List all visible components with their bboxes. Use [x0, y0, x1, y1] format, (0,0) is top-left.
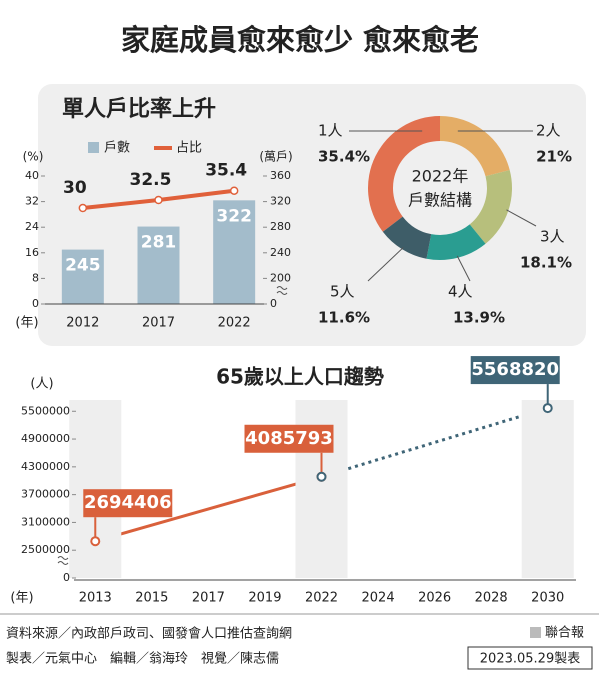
y-tick-label: 0 — [32, 297, 39, 310]
footer-source: 資料來源／內政部戶政司、國發會人口推估查詢網 — [6, 626, 292, 642]
x-tick-label: 2017 — [192, 591, 225, 606]
slice-value: 18.1% — [520, 254, 572, 272]
line-point — [316, 471, 327, 482]
y2-axis-label: (萬戶) — [259, 150, 292, 164]
center-label: 戶數結構 — [408, 191, 472, 210]
y-tick-label: 2500000 — [21, 543, 70, 556]
bar — [213, 200, 256, 304]
y-tick-label: 32 — [25, 195, 39, 208]
value-label-box — [470, 356, 560, 385]
highlight-band — [521, 400, 574, 578]
legend-label: 戶數 — [104, 141, 130, 156]
value-label: 2694406 — [84, 492, 172, 513]
axis-break — [57, 561, 69, 565]
leader-line — [506, 209, 537, 227]
main-title: 家庭成員愈來愈少 愈來愈老 — [121, 23, 479, 57]
y-tick-label: 3100000 — [21, 515, 70, 528]
y-tick-label: 16 — [25, 246, 39, 259]
slice-value: 35.4% — [318, 148, 370, 166]
center-label: 2022年 — [412, 167, 469, 186]
line-label: 30 — [63, 178, 87, 198]
line-point — [542, 403, 553, 414]
donut-slice — [469, 170, 512, 244]
slice-category: 5人 — [330, 283, 355, 301]
x-tick-label: 2024 — [362, 591, 395, 606]
line-label: 35.4 — [205, 161, 247, 181]
slice-category: 3人 — [540, 228, 565, 246]
y-axis-label: (%) — [23, 150, 44, 164]
y2-tick-label: 280 — [270, 220, 291, 233]
leader-line — [367, 247, 404, 282]
y-tick-label: 4300000 — [21, 460, 70, 473]
donut-slice — [426, 224, 486, 260]
date-box — [467, 646, 593, 670]
y-tick-label: 24 — [25, 220, 39, 233]
x-tick-label: 2017 — [142, 316, 175, 331]
slice-category: 1人 — [318, 122, 343, 140]
x-tick-label: 2026 — [418, 591, 451, 606]
line — [321, 406, 549, 479]
axis-break — [276, 291, 288, 295]
chart-title: 65歲以上人口趨勢 — [216, 365, 384, 389]
y-axis-label: (人) — [30, 377, 53, 392]
x-tick-label: 2022 — [305, 591, 338, 606]
line-label: 32.5 — [130, 170, 172, 190]
y-tick-label: 0 — [63, 571, 70, 584]
leader-line — [456, 255, 471, 282]
bar-label: 322 — [216, 206, 252, 226]
x-tick-label: 2030 — [531, 591, 564, 606]
line-point — [78, 203, 88, 213]
line-point — [229, 186, 239, 195]
y-tick-label: 3700000 — [21, 488, 70, 501]
x-tick-label: 2015 — [135, 591, 168, 606]
slice-category: 2人 — [536, 122, 561, 140]
footer-date: 2023.05.29製表 — [480, 652, 580, 667]
highlight-band — [69, 400, 122, 578]
y-tick-label: 8 — [32, 271, 39, 284]
donut-slice — [440, 116, 510, 177]
legend-label: 占比 — [176, 141, 202, 156]
y-tick-label: 4900000 — [21, 432, 70, 445]
publisher-icon — [530, 627, 541, 638]
value-label: 5568820 — [471, 359, 559, 380]
bar — [61, 249, 104, 304]
y2-tick-label: 200 — [270, 271, 291, 284]
bar — [137, 226, 180, 304]
x-tick-label: 2022 — [218, 316, 251, 331]
footer-credits: 製表／元氣中心 編輯／翁海玲 視覺／陳志儒 — [6, 651, 279, 667]
footer-publisher: 聯合報 — [545, 626, 584, 641]
slice-value: 21% — [536, 148, 572, 166]
slice-value: 11.6% — [318, 309, 370, 327]
legend-swatch — [88, 142, 99, 153]
y2-tick-label: 240 — [270, 246, 291, 259]
chart-title: 單人戶比率上升 — [62, 96, 216, 122]
line-point — [90, 536, 101, 547]
y-tick-label: 5500000 — [21, 404, 70, 417]
y-tick-label: 40 — [25, 169, 39, 182]
axis-break — [57, 556, 69, 560]
y2-tick-label: 0 — [270, 297, 277, 310]
y2-tick-label: 320 — [270, 195, 291, 208]
donut-slice — [368, 116, 440, 232]
value-label: 4085793 — [245, 428, 333, 449]
line-point — [154, 195, 163, 205]
x-axis-label: (年) — [10, 591, 33, 606]
donut-slice — [382, 216, 432, 259]
slice-value: 13.9% — [453, 309, 505, 327]
x-tick-label: 2019 — [248, 591, 281, 606]
axis-break — [276, 286, 288, 290]
line — [94, 475, 322, 543]
value-label-box — [83, 489, 173, 518]
x-tick-label: 2013 — [79, 591, 112, 606]
bar-label: 245 — [65, 256, 101, 276]
x-tick-label: 2012 — [66, 316, 99, 331]
x-axis-label: (年) — [15, 316, 38, 331]
bar-label: 281 — [141, 233, 177, 253]
x-tick-label: 2028 — [475, 591, 508, 606]
slice-category: 4人 — [448, 283, 473, 301]
value-label-box — [244, 424, 334, 453]
y2-tick-label: 360 — [270, 169, 291, 182]
